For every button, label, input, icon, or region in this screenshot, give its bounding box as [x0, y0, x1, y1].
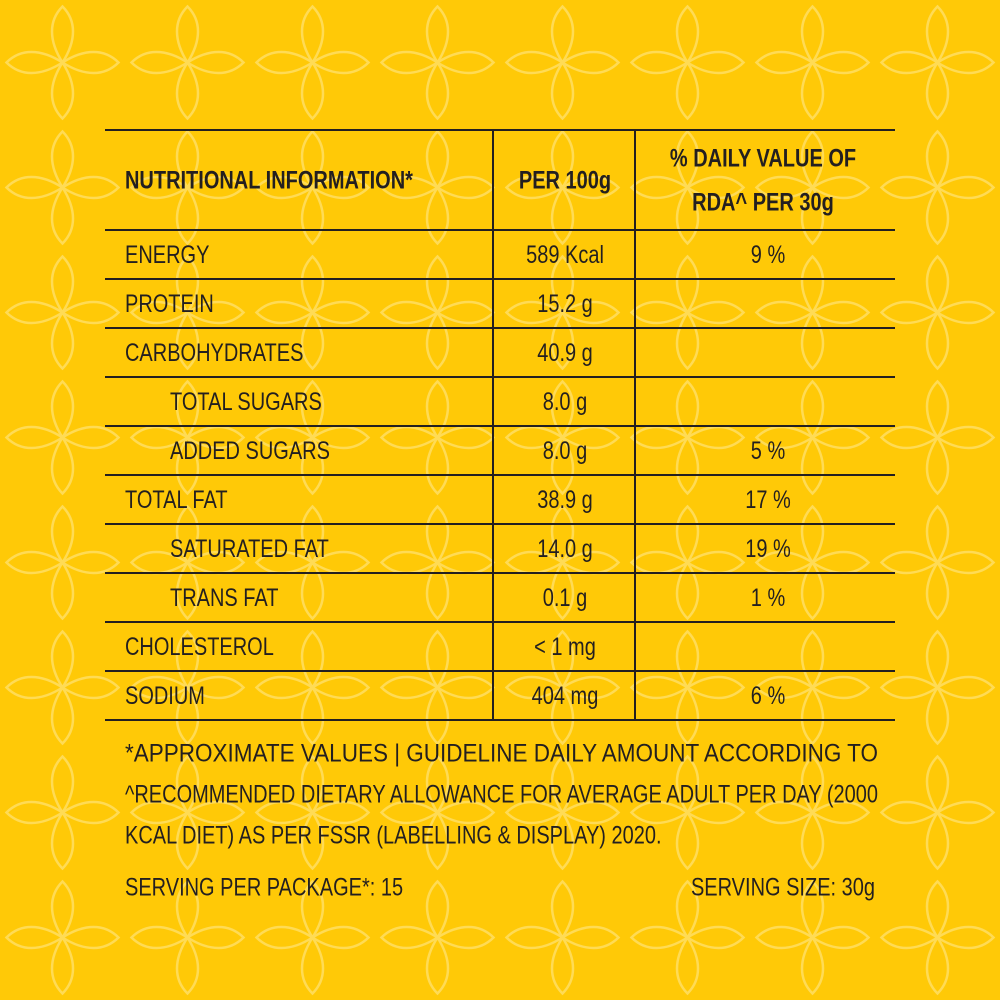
- nutrient-name: CARBOHYDRATES: [125, 339, 303, 367]
- rda-value: 19 %: [745, 535, 791, 563]
- serving-per-package: SERVING PER PACKAGE*: 15: [125, 874, 403, 902]
- per-100g: 0.1 g: [543, 584, 587, 612]
- nutrient-name: ADDED SUGARS: [170, 437, 330, 465]
- per-100g: 14.0 g: [537, 535, 593, 563]
- nutrient-name: TRANS FAT: [170, 584, 279, 612]
- nutrient-name: TOTAL FAT: [125, 486, 228, 514]
- nutrient-name: SATURATED FAT: [170, 535, 329, 563]
- nutrient-name: PROTEIN: [125, 290, 214, 318]
- rda-value: 1 %: [751, 584, 785, 612]
- per-100g: 8.0 g: [543, 437, 587, 465]
- footnote-line: ^RECOMMENDED DIETARY ALLOWANCE FOR AVERA…: [125, 781, 878, 809]
- rda-value: 17 %: [745, 486, 791, 514]
- header-cell: NUTRITIONAL INFORMATION*: [125, 167, 413, 195]
- footnote-line: KCAL DIET) AS PER FSSR (LABELLING & DISP…: [125, 822, 662, 850]
- rda-value: 5 %: [751, 437, 785, 465]
- per-100g: 8.0 g: [543, 388, 587, 416]
- per-100g: 38.9 g: [537, 486, 593, 514]
- per-100g: < 1 mg: [534, 633, 596, 661]
- rda-value: 9 %: [751, 241, 785, 269]
- nutrient-name: CHOLESTEROL: [125, 633, 274, 661]
- per-100g: 40.9 g: [537, 339, 593, 367]
- footnote-line: *APPROXIMATE VALUES | GUIDELINE DAILY AM…: [125, 740, 878, 768]
- per-100g: 15.2 g: [537, 290, 593, 318]
- table-text: NUTRITIONAL INFORMATION* PER 100g % DAILY …: [125, 145, 875, 902]
- nutrient-name: SODIUM: [125, 682, 205, 710]
- per-100g: 589 Kcal: [526, 241, 604, 269]
- table-rules: [105, 129, 895, 721]
- serving-size: SERVING SIZE: 30g: [691, 874, 875, 902]
- footnote-text: *APPROXIMATE VALUES | GUIDELINE DAILY AM…: [125, 740, 878, 809]
- rda-value: 6 %: [751, 682, 785, 710]
- per-100g: 404 mg: [532, 682, 599, 710]
- header-cell: RDA^ PER 30g: [692, 189, 834, 217]
- header-cell: PER 100g: [519, 167, 611, 195]
- nutrient-name: ENERGY: [125, 241, 209, 269]
- nutrient-name: TOTAL SUGARS: [170, 388, 322, 416]
- header-cell: % DAILY VALUE OF: [670, 145, 856, 173]
